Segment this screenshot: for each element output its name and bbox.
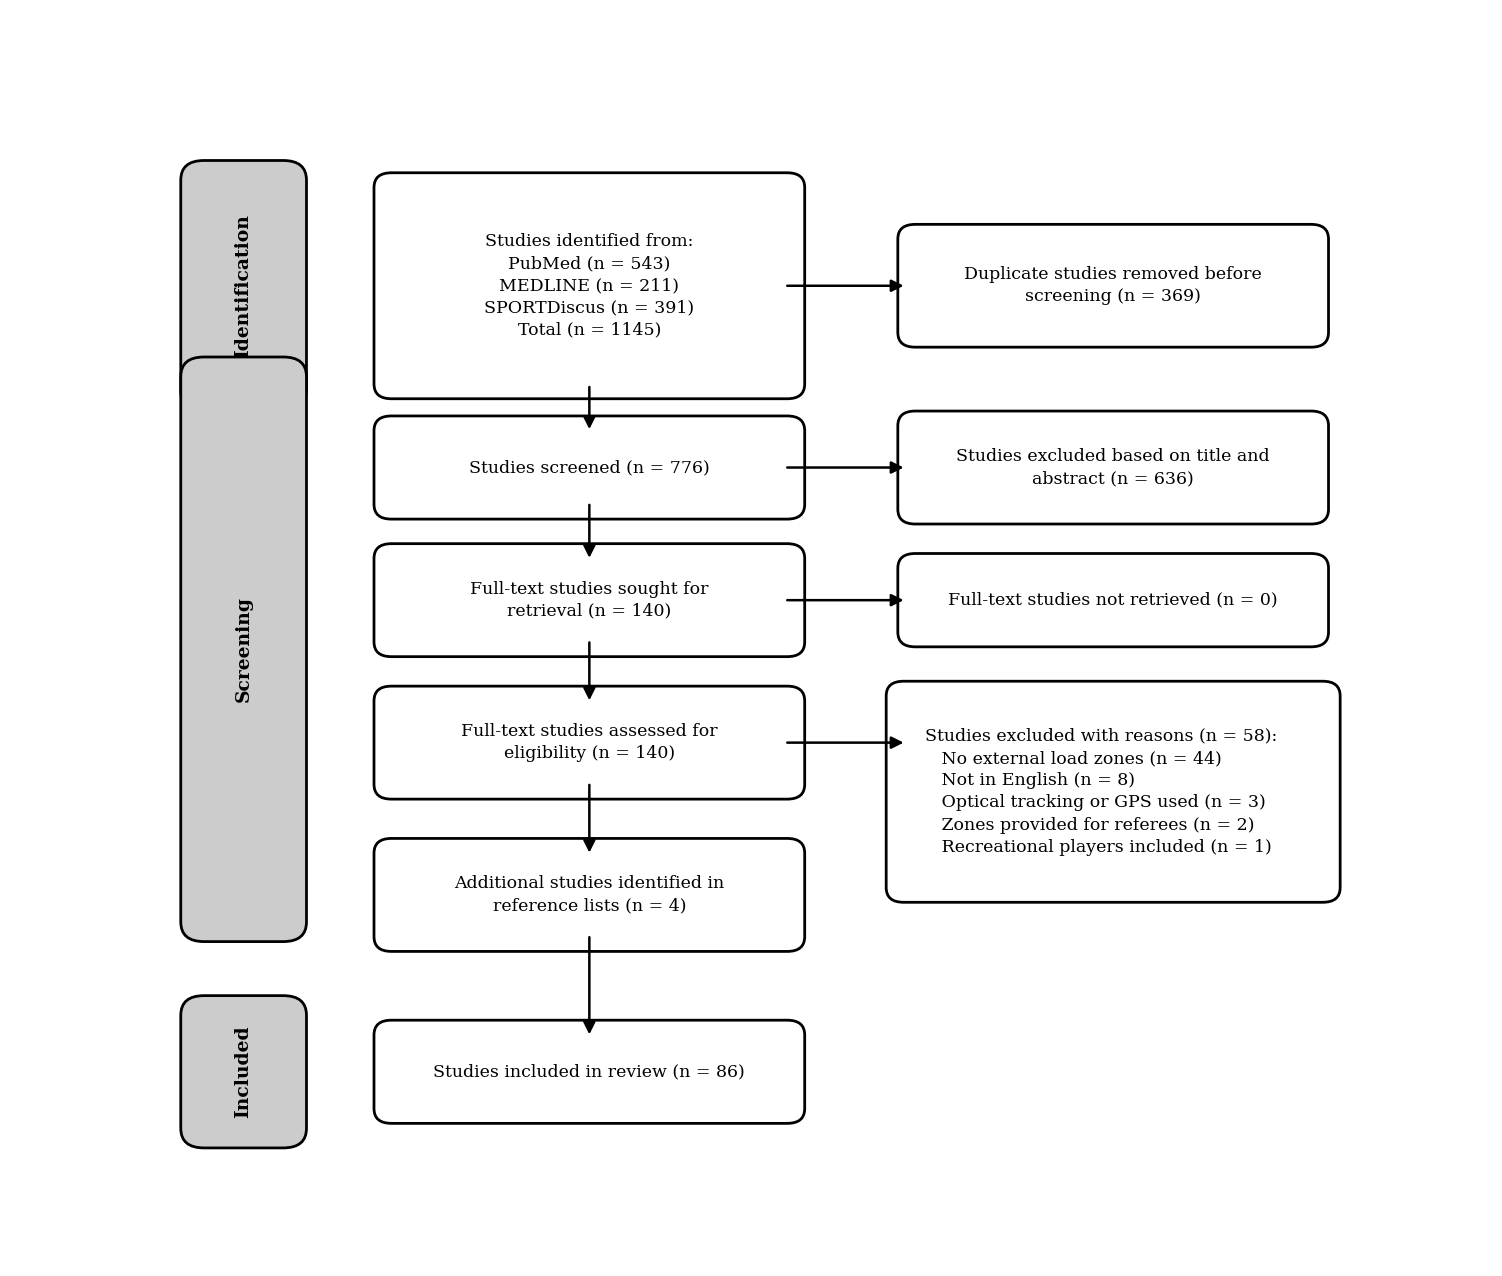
FancyBboxPatch shape — [886, 681, 1340, 902]
Text: Studies screened (n = 776): Studies screened (n = 776) — [469, 459, 710, 476]
FancyBboxPatch shape — [180, 995, 306, 1148]
FancyBboxPatch shape — [374, 838, 805, 952]
FancyBboxPatch shape — [374, 416, 805, 519]
Text: Included: Included — [234, 1026, 252, 1118]
FancyBboxPatch shape — [180, 357, 306, 942]
Text: Full-text studies not retrieved (n = 0): Full-text studies not retrieved (n = 0) — [948, 592, 1278, 609]
FancyBboxPatch shape — [374, 544, 805, 657]
Text: Screening: Screening — [234, 596, 252, 702]
FancyBboxPatch shape — [898, 554, 1329, 647]
Text: Full-text studies assessed for
eligibility (n = 140): Full-text studies assessed for eligibili… — [461, 723, 718, 762]
Text: Studies included in review (n = 86): Studies included in review (n = 86) — [434, 1063, 745, 1081]
FancyBboxPatch shape — [374, 686, 805, 799]
Text: Studies excluded with reasons (n = 58):
   No external load zones (n = 44)
   No: Studies excluded with reasons (n = 58): … — [925, 727, 1277, 856]
FancyBboxPatch shape — [374, 1021, 805, 1123]
Text: Additional studies identified in
reference lists (n = 4): Additional studies identified in referen… — [454, 875, 724, 915]
FancyBboxPatch shape — [898, 225, 1329, 347]
Text: Full-text studies sought for
retrieval (n = 140): Full-text studies sought for retrieval (… — [470, 581, 709, 620]
Text: Duplicate studies removed before
screening (n = 369): Duplicate studies removed before screeni… — [964, 267, 1262, 305]
Text: Identification: Identification — [234, 214, 252, 357]
FancyBboxPatch shape — [374, 172, 805, 398]
Text: Studies excluded based on title and
abstract (n = 636): Studies excluded based on title and abst… — [957, 448, 1271, 487]
FancyBboxPatch shape — [898, 411, 1329, 524]
Text: Studies identified from:
PubMed (n = 543)
MEDLINE (n = 211)
SPORTDiscus (n = 391: Studies identified from: PubMed (n = 543… — [484, 232, 694, 338]
FancyBboxPatch shape — [180, 161, 306, 411]
